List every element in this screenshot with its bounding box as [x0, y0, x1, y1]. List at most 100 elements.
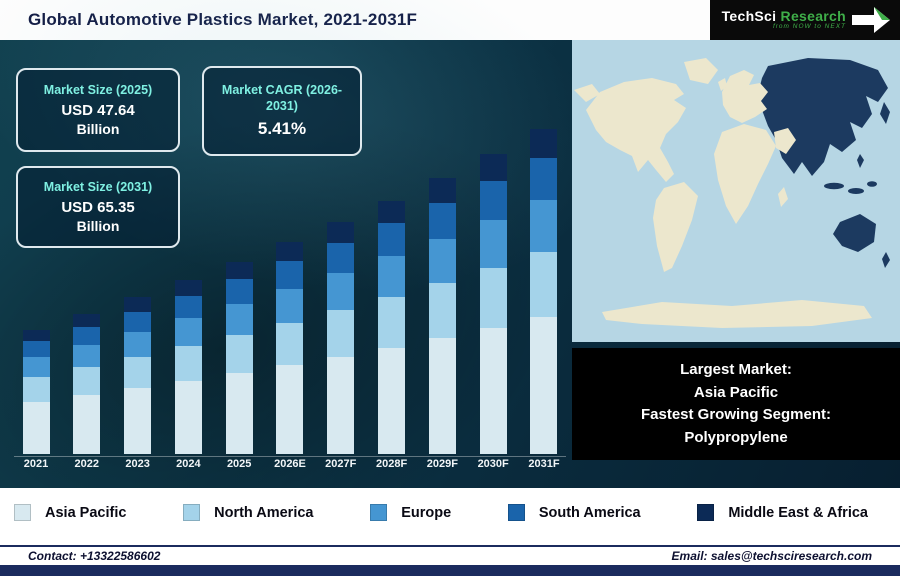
market-callout: Largest Market: Asia Pacific Fastest Gro…	[572, 348, 900, 460]
segment-north-america	[276, 322, 304, 366]
segment-europe	[327, 273, 355, 311]
segment-south-america	[22, 340, 50, 357]
stacked-bar	[530, 128, 558, 454]
stacked-bar	[327, 222, 355, 454]
segment-north-america	[428, 282, 456, 338]
map-region-indonesia-3	[867, 181, 877, 187]
chart-legend: Asia Pacific North America Europe South Ame…	[0, 488, 900, 545]
map-region-arabia	[774, 128, 796, 154]
segment-north-america	[530, 252, 558, 318]
x-axis-label: 2027F	[325, 458, 357, 470]
bar-column-2025: 2025	[217, 261, 261, 472]
map-region-south-america	[653, 182, 698, 272]
segment-europe	[124, 331, 152, 357]
segment-north-america	[225, 334, 253, 374]
market-size-2031-label: Market Size (2031)	[43, 179, 153, 194]
map-region-uk	[718, 78, 727, 91]
x-axis-label: 2028F	[375, 458, 408, 470]
segment-south-america	[174, 295, 202, 319]
segment-south-america	[276, 261, 304, 289]
bar-column-2029f: 2029F	[420, 177, 464, 472]
segment-south-america	[327, 242, 355, 274]
segment-europe	[378, 256, 406, 297]
legend-label: Europe	[401, 504, 452, 521]
segment-north-america	[124, 356, 152, 389]
map-region-madagascar	[778, 187, 788, 207]
segment-middle-east-africa	[174, 280, 202, 296]
segment-north-america	[174, 346, 202, 381]
legend-swatch-icon	[183, 504, 201, 521]
stacked-bar	[479, 154, 507, 454]
legend-label: North America	[214, 504, 314, 521]
x-axis-label: 2023	[125, 458, 150, 470]
segment-middle-east-africa	[378, 200, 406, 224]
legend-item-asia-pacific: Asia Pacific	[14, 504, 126, 521]
legend-swatch-icon	[370, 504, 388, 521]
market-size-2025-unit: Billion	[76, 121, 120, 138]
segment-south-america	[479, 181, 507, 220]
x-axis-label: 2030F	[477, 458, 509, 470]
segment-south-america	[378, 223, 406, 257]
legend-label: Asia Pacific	[45, 504, 127, 521]
segment-europe	[174, 318, 202, 347]
map-region-philippines	[857, 154, 864, 168]
segment-asia-pacific	[73, 395, 101, 454]
segment-north-america	[22, 376, 50, 402]
stacked-bar	[22, 329, 50, 454]
legend-label: Middle East & Africa	[728, 504, 868, 521]
segment-europe	[225, 303, 253, 335]
contact-text: Contact: +13322586602	[28, 549, 161, 563]
segment-middle-east-africa	[124, 297, 152, 312]
world-map	[572, 40, 900, 342]
segment-asia-pacific	[378, 347, 406, 454]
bar-column-2026e: 2026E	[268, 242, 312, 472]
segment-europe	[22, 356, 50, 377]
header: Global Automotive Plastics Market, 2021-…	[0, 0, 900, 40]
segment-middle-east-africa	[428, 177, 456, 203]
market-cagr-value: 5.41%	[257, 119, 307, 139]
segment-asia-pacific	[124, 388, 152, 454]
legend-item-north-america: North America	[183, 504, 314, 521]
x-axis-label: 2021	[23, 458, 49, 470]
map-region-australia	[833, 214, 876, 252]
market-cagr-box: Market CAGR (2026-2031) 5.41%	[202, 66, 362, 156]
map-region-greenland	[684, 58, 718, 84]
segment-europe	[428, 238, 456, 283]
legend-item-europe: Europe	[370, 504, 451, 521]
bar-column-2022: 2022	[65, 313, 109, 472]
page-title: Global Automotive Plastics Market, 2021-…	[28, 10, 418, 29]
bar-column-2027f: 2027F	[319, 222, 363, 472]
stacked-bar	[174, 280, 202, 454]
segment-europe	[479, 220, 507, 268]
map-region-indonesia-2	[848, 188, 864, 194]
segment-asia-pacific	[174, 380, 202, 454]
bar-column-2031f: 2031F	[522, 128, 566, 472]
callout-line-2: Asia Pacific	[693, 383, 779, 401]
world-map-svg	[572, 40, 900, 342]
footer: Contact: +13322586602 Email: sales@techs…	[0, 545, 900, 565]
x-axis-label: 2024	[176, 458, 201, 470]
segment-middle-east-africa	[22, 329, 50, 341]
callout-line-1: Largest Market:	[680, 361, 792, 378]
segment-asia-pacific	[479, 328, 507, 454]
segment-south-america	[428, 202, 456, 239]
email-text: Email: sales@techsciresearch.com	[671, 549, 872, 563]
legend-swatch-icon	[697, 504, 715, 521]
segment-south-america	[225, 278, 253, 304]
legend-label: South America	[538, 504, 641, 521]
stacked-bar	[73, 313, 101, 454]
map-region-new-zealand	[882, 252, 890, 268]
map-region-antarctica	[602, 300, 872, 328]
segment-middle-east-africa	[73, 313, 101, 327]
segment-middle-east-africa	[225, 261, 253, 279]
map-region-alaska	[574, 84, 600, 102]
market-cagr-label: Market CAGR (2026-2031)	[221, 82, 343, 113]
segment-north-america	[327, 310, 355, 357]
segment-south-america	[530, 158, 558, 201]
stacked-bar	[378, 200, 406, 454]
map-region-europe	[722, 70, 768, 123]
market-size-2031-value: USD 65.35	[61, 199, 135, 217]
x-axis-label: 2022	[74, 458, 100, 470]
x-axis-label: 2031F	[528, 458, 560, 470]
